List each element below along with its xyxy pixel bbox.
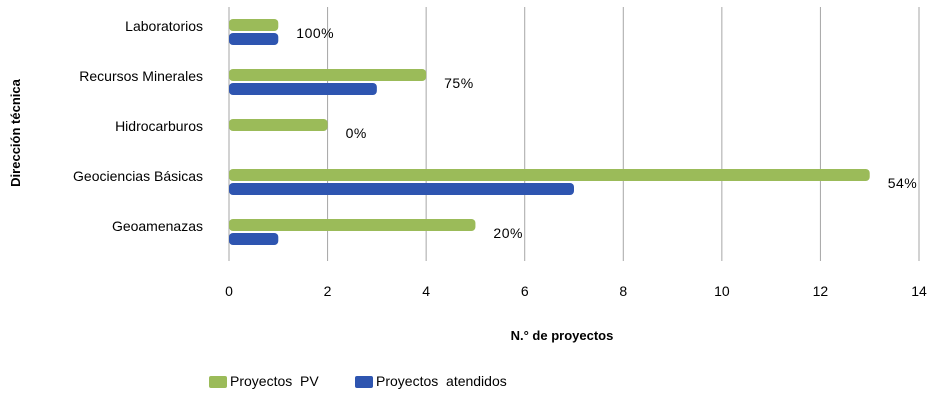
bar-proyectos-pv (229, 119, 328, 131)
percent-label: 75% (444, 75, 474, 91)
x-tick-labels: 0 2 4 6 8 10 12 14 (225, 283, 927, 299)
category-labels: Laboratorios Recursos Minerales Hidrocarbu… (73, 18, 203, 234)
category-label: Hidrocarburos (115, 118, 203, 134)
x-tick-label: 0 (225, 283, 233, 299)
x-tick-label: 10 (714, 283, 730, 299)
category-label: Geociencias Básicas (73, 168, 203, 184)
category-label: Recursos Minerales (79, 68, 203, 84)
legend-swatch (209, 376, 227, 388)
bar-proyectos-atendidos (229, 33, 279, 45)
x-tick-label: 4 (422, 283, 430, 299)
x-tick-label: 6 (521, 283, 529, 299)
legend-label: Proyectos PV (230, 373, 319, 389)
gridlines (228, 7, 920, 261)
percent-label: 20% (493, 225, 523, 241)
bar-proyectos-pv (229, 69, 427, 81)
percent-label: 100% (296, 25, 334, 41)
x-tick-label: 14 (911, 283, 927, 299)
category-label: Geoamenazas (112, 218, 203, 234)
bars (229, 19, 870, 245)
legend-label: Proyectos atendidos (376, 373, 507, 389)
legend-swatch (355, 376, 373, 388)
x-axis-title: N.° de proyectos (511, 328, 614, 343)
x-tick-label: 8 (619, 283, 627, 299)
percent-label: 54% (888, 175, 918, 191)
y-axis-title: Dirección técnica (8, 78, 23, 186)
bar-proyectos-pv (229, 169, 870, 181)
bar-proyectos-pv (229, 19, 279, 31)
x-tick-label: 12 (813, 283, 829, 299)
bar-proyectos-atendidos (229, 83, 377, 95)
percent-labels: 100% 75% 0% 54% 20% (296, 25, 918, 241)
bar-proyectos-atendidos (229, 233, 279, 245)
x-tick-label: 2 (324, 283, 332, 299)
bar-proyectos-pv (229, 219, 476, 231)
percent-label: 0% (346, 125, 367, 141)
bar-proyectos-atendidos (229, 183, 574, 195)
category-label: Laboratorios (125, 18, 203, 34)
legend: Proyectos PV Proyectos atendidos (209, 373, 507, 389)
